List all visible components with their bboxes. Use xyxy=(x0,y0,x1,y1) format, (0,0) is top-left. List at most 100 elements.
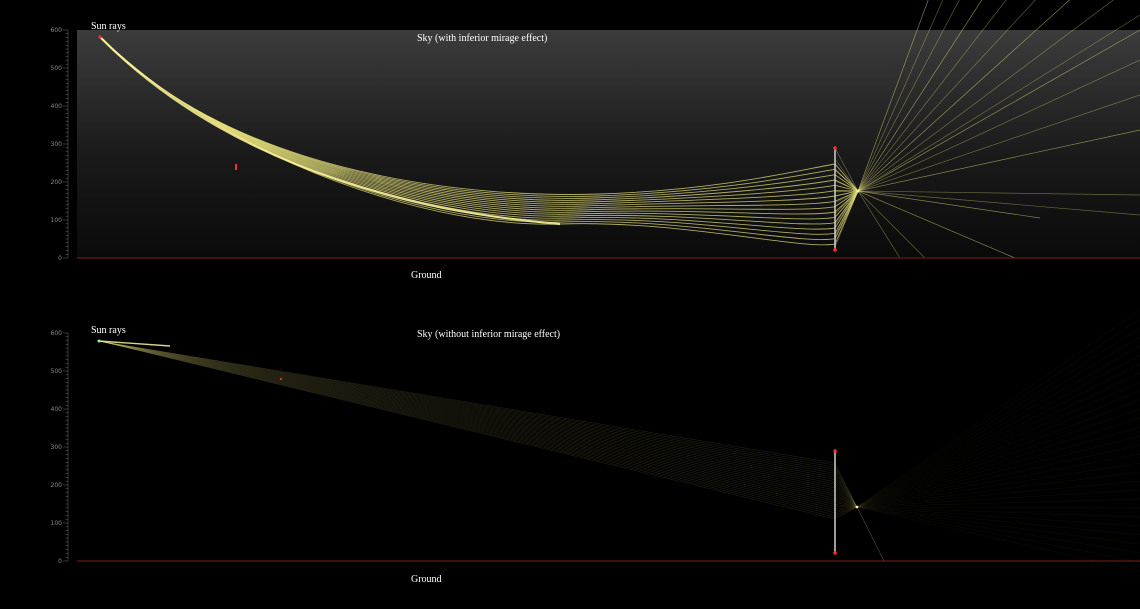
scattered-ray xyxy=(856,471,1140,508)
scattered-ray xyxy=(856,399,1140,508)
converging-ray xyxy=(834,180,859,192)
scattered-ray xyxy=(857,0,1070,192)
scattered-ray xyxy=(857,0,1036,192)
scattered-ray xyxy=(856,506,1140,518)
converging-ray xyxy=(834,190,859,193)
ground-label-top: Ground xyxy=(411,270,442,281)
scattered-ray xyxy=(856,309,1140,508)
scattered-ray xyxy=(857,14,1140,192)
scattered-ray xyxy=(856,327,1140,508)
converging-ray xyxy=(834,190,859,226)
panel-bottom: 600 500 400 300 200 100 0 Sun rays Sky (withou… xyxy=(51,309,1140,585)
converging-ray xyxy=(834,190,859,248)
y-axis-bottom: 600 500 400 300 200 100 0 xyxy=(51,330,69,565)
scattered-ray xyxy=(856,363,1140,508)
y-tick-label: 400 xyxy=(51,406,63,413)
sun-ray-core xyxy=(98,340,171,347)
sky-label-top: Sky (with inferior mirage effect) xyxy=(417,33,547,44)
y-tick-label: 0 xyxy=(58,558,62,565)
scattered-ray xyxy=(856,506,1140,536)
scattered-ray xyxy=(857,0,944,192)
focus-point-bottom xyxy=(855,505,859,509)
scattered-ray xyxy=(856,453,1140,508)
scattered-ray xyxy=(856,336,1140,508)
y-tick-label: 100 xyxy=(51,520,63,527)
scattered-ray xyxy=(856,462,1140,508)
scattered-ray xyxy=(856,381,1140,508)
scattered-ray xyxy=(857,0,1007,192)
y-tick-label: 500 xyxy=(51,65,63,72)
sun-ray xyxy=(98,340,858,508)
y-tick-label: 100 xyxy=(51,217,63,224)
scattered-ray xyxy=(856,318,1140,508)
scattered-ray xyxy=(856,480,1140,508)
y-tick-label: 600 xyxy=(51,27,63,34)
converging-ray xyxy=(834,147,859,192)
sky-label-bottom: Sky (without inferior mirage effect) xyxy=(417,329,560,340)
converging-ray xyxy=(834,190,859,204)
scattered-ray xyxy=(857,59,1140,192)
object-marker-bottom xyxy=(279,377,283,381)
lens-top-upper-marker xyxy=(833,146,837,150)
scattered-ray xyxy=(856,417,1140,508)
scattered-ray xyxy=(856,435,1140,508)
y-tick-label: 200 xyxy=(51,482,63,489)
scattered-ray xyxy=(856,506,1140,572)
scattered-ray xyxy=(856,354,1140,508)
scattered-ray xyxy=(857,29,1140,192)
converging-ray xyxy=(834,169,859,192)
y-tick-label: 0 xyxy=(58,255,62,262)
sun-rays-label-top: Sun rays xyxy=(91,21,126,32)
y-axis-top: 600 500 400 300 200 100 0 xyxy=(51,27,69,262)
rays-top xyxy=(99,0,1140,259)
scattered-ray xyxy=(857,190,901,259)
scattered-ray xyxy=(856,345,1140,508)
scattered-ray xyxy=(856,506,1140,554)
panel-top: 600 500 400 300 200 100 0 Sun rays Sky (with i… xyxy=(51,0,1140,281)
converging-ray xyxy=(834,190,859,237)
scattered-ray xyxy=(857,0,983,192)
y-tick-label: 500 xyxy=(51,368,63,375)
y-tick-label: 400 xyxy=(51,103,63,110)
lens-bottom-upper-marker xyxy=(833,449,837,453)
y-tick-label: 300 xyxy=(51,444,63,451)
lens-bottom-lower-marker xyxy=(833,551,837,555)
scattered-ray xyxy=(856,506,1140,527)
scattered-ray xyxy=(857,190,1041,219)
sun-ray xyxy=(99,36,859,195)
converging-ray xyxy=(834,190,859,215)
focus-point-top xyxy=(856,189,860,193)
scattered-ray xyxy=(856,506,1140,545)
scattered-ray xyxy=(856,408,1140,508)
rays-bottom xyxy=(98,309,1140,572)
sun-ray-core xyxy=(99,36,561,226)
scattered-ray xyxy=(857,190,1140,216)
scattered-ray xyxy=(857,0,929,192)
scattered-ray xyxy=(857,0,960,192)
lens-top-lower-marker xyxy=(833,248,837,252)
sun-marker-top xyxy=(98,35,102,39)
scattered-ray xyxy=(857,190,1016,259)
scattered-ray xyxy=(857,129,1140,192)
scattered-ray xyxy=(856,498,1140,508)
converging-ray xyxy=(834,158,859,192)
scattered-ray xyxy=(857,190,1140,196)
scattered-ray xyxy=(856,506,1140,563)
scattered-ray xyxy=(857,94,1140,192)
y-tick-label: 200 xyxy=(51,179,63,186)
scattered-ray xyxy=(857,190,926,259)
sun-marker-bottom xyxy=(97,339,101,343)
scattered-ray xyxy=(856,506,885,562)
scattered-ray xyxy=(856,426,1140,508)
scattered-ray xyxy=(856,444,1140,508)
scattered-ray xyxy=(857,0,1114,192)
scattered-ray xyxy=(856,372,1140,508)
y-tick-label: 600 xyxy=(51,330,63,337)
scattered-ray xyxy=(856,506,1140,509)
y-tick-label: 300 xyxy=(51,141,63,148)
scattered-ray xyxy=(856,390,1140,508)
scattered-ray xyxy=(856,489,1140,508)
object-marker-top xyxy=(235,164,237,170)
sun-rays-label-bottom: Sun rays xyxy=(91,325,126,336)
